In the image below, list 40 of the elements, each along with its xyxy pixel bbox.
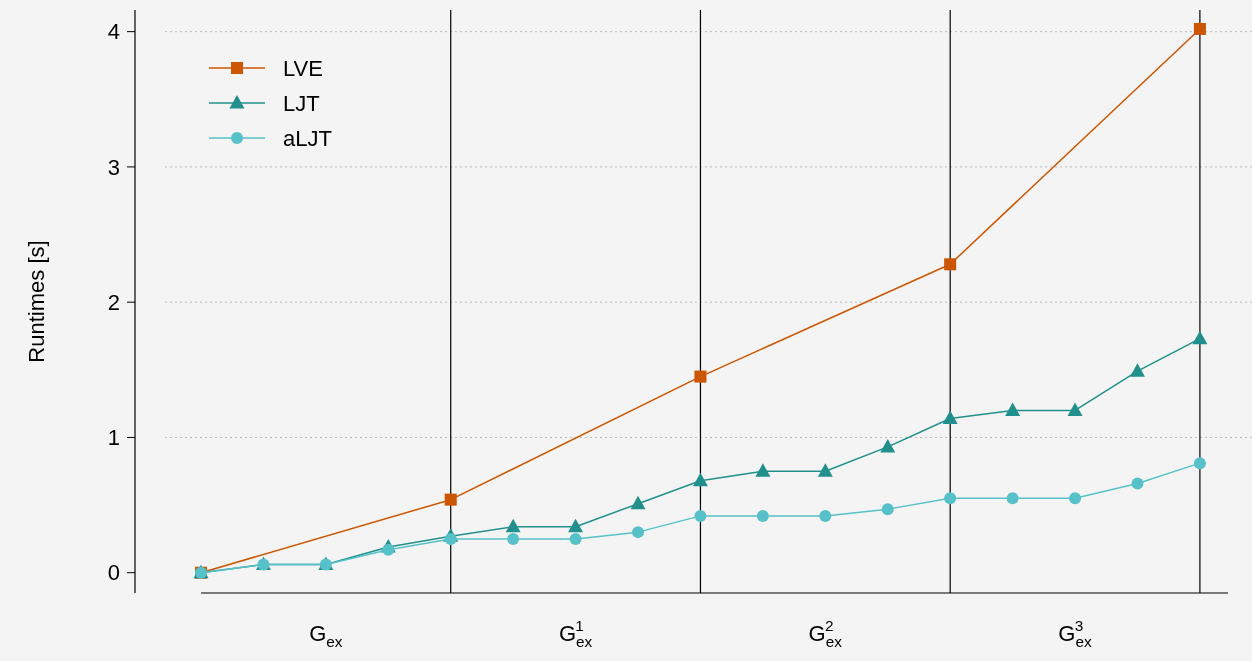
point <box>382 543 395 556</box>
point <box>819 509 832 522</box>
point <box>817 463 833 477</box>
y-tick-label: 0 <box>107 560 120 586</box>
point <box>756 509 769 522</box>
point <box>694 509 707 522</box>
point <box>1193 457 1206 470</box>
point <box>1193 22 1206 35</box>
point <box>507 532 520 545</box>
point <box>692 472 708 487</box>
y-tick-label: 2 <box>107 289 120 315</box>
point <box>1006 492 1019 505</box>
point <box>1131 477 1144 490</box>
point <box>444 532 457 545</box>
point <box>630 495 646 510</box>
y-tick-label: 1 <box>107 425 120 451</box>
point <box>568 518 584 533</box>
point <box>880 438 896 453</box>
y-tick-label: 3 <box>107 154 120 180</box>
point <box>1129 363 1145 377</box>
point <box>444 493 457 506</box>
legend-label: aLJT <box>283 125 332 151</box>
point <box>942 410 958 425</box>
point <box>944 258 957 271</box>
point <box>694 370 707 383</box>
y-tick-label: 4 <box>107 19 120 45</box>
legend-label: LVE <box>283 55 323 81</box>
y-axis-title: Runtimes [s] <box>24 240 49 363</box>
point <box>944 492 957 505</box>
point <box>569 532 582 545</box>
point <box>1069 492 1082 505</box>
point <box>632 526 645 539</box>
point <box>505 518 521 533</box>
point <box>1005 402 1021 416</box>
legend-label: LJT <box>283 90 320 116</box>
point <box>1067 402 1083 416</box>
point <box>755 463 771 477</box>
point <box>1192 330 1208 345</box>
x-tick-label: G$_{ex}$ <box>309 621 343 650</box>
point <box>881 503 894 516</box>
